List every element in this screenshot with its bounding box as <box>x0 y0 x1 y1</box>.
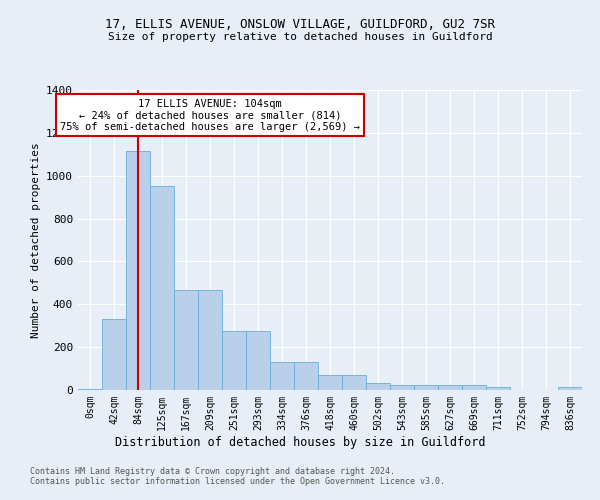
Bar <box>246 331 270 390</box>
Bar <box>150 186 174 390</box>
Bar <box>486 387 510 390</box>
Bar <box>462 386 486 390</box>
Bar <box>102 320 126 390</box>
Bar <box>126 151 150 390</box>
Bar <box>174 290 198 390</box>
Bar <box>390 384 414 390</box>
Bar <box>318 375 342 390</box>
Text: 17, ELLIS AVENUE, ONSLOW VILLAGE, GUILDFORD, GU2 7SR: 17, ELLIS AVENUE, ONSLOW VILLAGE, GUILDF… <box>105 18 495 30</box>
Bar <box>342 375 366 390</box>
Text: 17 ELLIS AVENUE: 104sqm
← 24% of detached houses are smaller (814)
75% of semi-d: 17 ELLIS AVENUE: 104sqm ← 24% of detache… <box>60 98 360 132</box>
Bar <box>438 386 462 390</box>
Bar <box>294 362 318 390</box>
Text: Contains HM Land Registry data © Crown copyright and database right 2024.: Contains HM Land Registry data © Crown c… <box>30 467 395 476</box>
Y-axis label: Number of detached properties: Number of detached properties <box>31 142 41 338</box>
Bar <box>222 331 246 390</box>
Bar <box>366 382 390 390</box>
Bar <box>414 384 438 390</box>
Text: Size of property relative to detached houses in Guildford: Size of property relative to detached ho… <box>107 32 493 42</box>
Text: Contains public sector information licensed under the Open Government Licence v3: Contains public sector information licen… <box>30 477 445 486</box>
Bar <box>558 387 582 390</box>
Bar <box>78 389 102 390</box>
Bar <box>198 290 222 390</box>
Text: Distribution of detached houses by size in Guildford: Distribution of detached houses by size … <box>115 436 485 449</box>
Bar <box>270 362 294 390</box>
